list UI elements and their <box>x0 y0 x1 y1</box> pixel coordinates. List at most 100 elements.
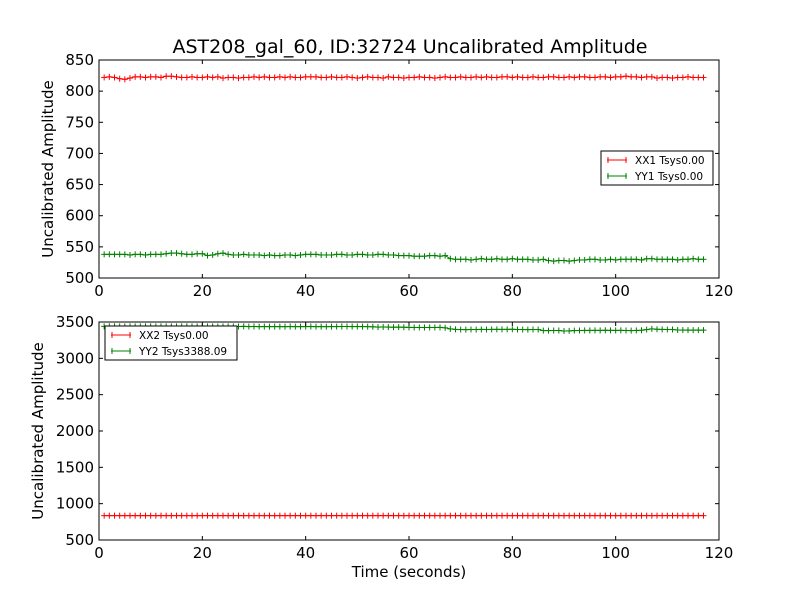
legend-label: YY1 Tsys0.00 <box>634 171 703 183</box>
data-point <box>406 74 412 81</box>
data-point <box>555 327 562 334</box>
data-point <box>132 73 139 80</box>
data-point <box>307 73 314 80</box>
data-point <box>597 512 604 519</box>
x-tick-label: 20 <box>193 544 212 562</box>
x-tick-label: 120 <box>705 544 734 562</box>
data-point <box>643 73 650 80</box>
data-point <box>220 75 226 82</box>
data-point <box>375 74 381 81</box>
data-point <box>685 73 691 80</box>
data-point <box>214 73 221 80</box>
data-point <box>483 73 490 80</box>
data-point <box>127 251 133 258</box>
plot-series-group <box>101 73 707 265</box>
data-point <box>313 251 319 258</box>
data-point <box>282 251 288 258</box>
data-point <box>504 73 511 80</box>
data-point <box>426 252 433 259</box>
plot-bottom: 0 20 40 60 80 100 120 500 1000 1500 2000 2500 3000 35… <box>29 313 733 581</box>
data-point <box>509 255 516 262</box>
data-point <box>411 324 418 331</box>
data-point <box>183 74 190 81</box>
data-point <box>462 74 469 81</box>
data-point <box>592 327 598 334</box>
data-point <box>421 324 428 331</box>
legend-label: YY2 Tsys3388.09 <box>138 346 227 358</box>
data-point <box>158 512 164 519</box>
data-point <box>256 74 263 81</box>
data-point <box>276 252 283 259</box>
data-point <box>204 73 211 80</box>
data-point <box>416 253 423 260</box>
data-point <box>220 250 226 257</box>
data-point <box>457 326 464 333</box>
data-point <box>442 512 449 519</box>
data-point <box>400 252 407 259</box>
y-tick-label: 500 <box>65 531 94 549</box>
data-point <box>359 251 366 258</box>
data-point <box>628 512 635 519</box>
data-point <box>524 256 531 263</box>
data-point <box>659 326 666 333</box>
data-point <box>359 323 366 330</box>
data-point <box>338 74 345 81</box>
data-point <box>535 512 542 519</box>
data-point <box>385 73 392 80</box>
data-point <box>380 512 387 519</box>
data-point <box>225 251 232 258</box>
x-tick-label: 0 <box>94 544 104 562</box>
data-point <box>628 256 635 263</box>
data-point <box>674 512 681 519</box>
data-point <box>116 75 123 82</box>
data-point <box>648 73 655 80</box>
data-point <box>199 250 206 257</box>
data-point <box>323 74 330 81</box>
data-point <box>664 512 671 519</box>
data-point <box>674 74 681 81</box>
data-point <box>669 512 676 519</box>
y-tick-label: 600 <box>65 207 94 225</box>
data-point <box>597 256 604 263</box>
data-point <box>431 512 438 519</box>
data-point <box>333 512 340 519</box>
data-point <box>214 250 221 257</box>
data-point <box>292 74 299 81</box>
data-point <box>426 512 433 519</box>
data-point <box>488 74 495 81</box>
data-point <box>457 256 464 263</box>
data-point <box>690 327 697 334</box>
data-point <box>602 73 609 80</box>
data-point <box>101 74 108 81</box>
data-point <box>256 251 263 258</box>
data-point <box>509 74 516 81</box>
y-tick-label: 2000 <box>56 422 94 440</box>
data-point <box>633 327 640 334</box>
series-1 <box>101 73 707 83</box>
data-point <box>679 74 686 81</box>
y-tick-label: 3500 <box>56 313 94 331</box>
data-point <box>530 512 536 519</box>
data-point <box>545 257 552 264</box>
data-point <box>240 74 247 81</box>
data-point <box>359 74 366 81</box>
data-point <box>230 74 237 81</box>
data-point <box>700 256 707 263</box>
data-point <box>292 323 299 330</box>
data-point <box>173 73 180 80</box>
data-point <box>121 76 128 83</box>
data-point <box>147 73 154 80</box>
data-point <box>628 73 635 80</box>
data-point <box>654 256 660 263</box>
data-point <box>612 73 619 80</box>
data-point <box>493 255 500 262</box>
data-point <box>313 73 319 80</box>
data-point <box>431 324 438 331</box>
data-point <box>535 256 542 263</box>
data-point <box>163 250 170 257</box>
data-point <box>493 512 500 519</box>
data-point <box>390 324 397 331</box>
data-point <box>173 512 180 519</box>
data-point <box>566 327 573 334</box>
data-point <box>354 323 361 330</box>
